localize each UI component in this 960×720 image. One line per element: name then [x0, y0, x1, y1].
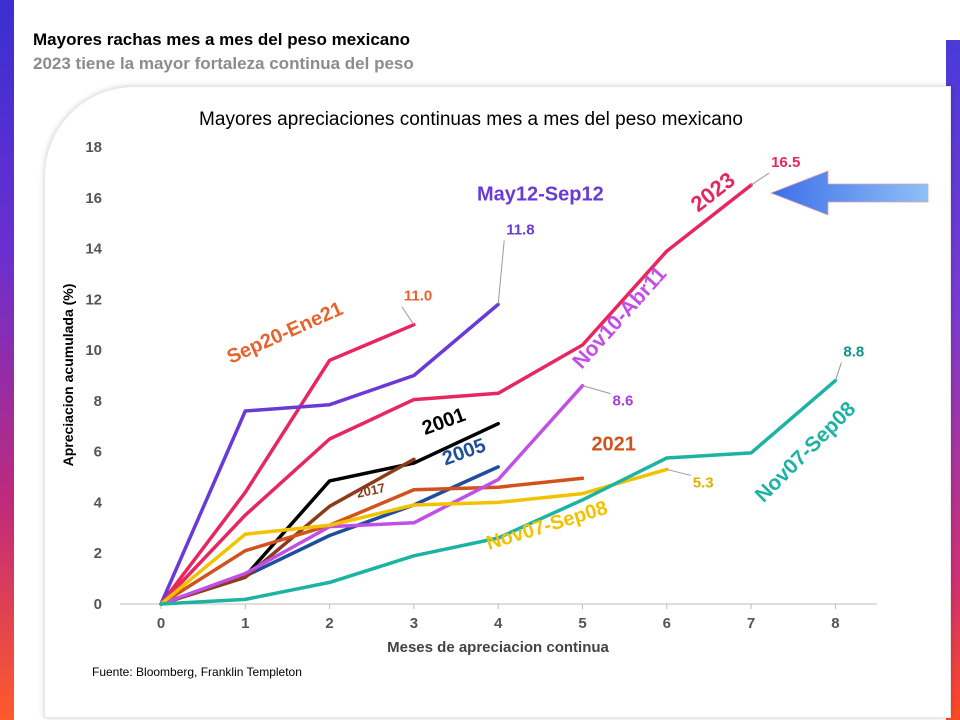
series-end-value-label: 11.0 — [404, 288, 432, 305]
chart-title: Mayores apreciaciones continuas mes a me… — [199, 109, 743, 130]
x-tick-label: 0 — [157, 615, 165, 632]
y-tick-label: 0 — [94, 596, 102, 613]
x-tick-label: 6 — [663, 615, 671, 632]
series-line-nov07-sep08 — [159, 378, 838, 606]
series-line-may12-sep12 — [159, 302, 500, 606]
source-note: Fuente: Bloomberg, Franklin Templeton — [92, 665, 302, 679]
series-line-nov07-sep08 — [159, 467, 669, 606]
y-tick-label: 16 — [85, 190, 102, 207]
value-label-leader — [582, 385, 611, 395]
series-annotation-label: Nov10-Abr11 — [568, 262, 671, 373]
y-tick-label: 14 — [85, 241, 102, 258]
series-line-sep20-ene21 — [159, 322, 416, 606]
series-line-2023 — [159, 183, 753, 606]
y-tick-label: 10 — [85, 342, 102, 359]
series-annotation-label: 2005 — [439, 434, 488, 470]
x-tick-label: 3 — [410, 615, 418, 632]
series-annotation-label: Nov07-Sep08 — [484, 497, 611, 555]
x-tick-label: 7 — [747, 615, 755, 632]
y-tick-label: 8 — [94, 393, 102, 410]
left-gradient-edge — [0, 0, 14, 720]
series-annotation-label: 2001 — [419, 404, 468, 440]
x-tick-label: 5 — [578, 615, 586, 632]
series-annotation-label: Nov07-Sep08 — [751, 397, 861, 507]
series-line-nov10-abr11 — [159, 383, 585, 606]
series-end-value-label: 11.8 — [506, 221, 534, 238]
x-tick-label: 4 — [494, 615, 503, 632]
x-tick-label: 8 — [831, 615, 839, 632]
y-tick-label: 2 — [94, 545, 102, 562]
page-title: Mayores rachas mes a mes del peso mexica… — [33, 30, 411, 49]
page-subtitle: 2023 tiene la mayor fortaleza continua d… — [33, 54, 414, 73]
x-tick-label: 2 — [325, 615, 333, 632]
series-end-value-label: 16.5 — [771, 154, 800, 171]
series-annotation-label: May12-Sep12 — [477, 183, 604, 205]
series-annotation-label: 2021 — [591, 433, 636, 455]
series-line-2021 — [159, 476, 585, 606]
series-end-value-label: 8.6 — [613, 393, 634, 410]
y-axis-label: Apreciacion acumulada (%) — [60, 284, 76, 467]
x-tick-label: 1 — [241, 615, 249, 632]
value-label-leader — [497, 240, 505, 305]
value-label-leader — [666, 468, 691, 476]
series-end-value-label: 8.8 — [843, 344, 864, 361]
series-line-2017 — [159, 457, 416, 606]
value-label-leader — [834, 362, 842, 381]
series-annotation-label: 2023 — [686, 167, 740, 217]
value-label-leader — [750, 172, 770, 186]
highlight-arrow — [769, 170, 929, 216]
series-annotation-label: Sep20-Ene21 — [224, 298, 347, 369]
series-annotation-label: 2017 — [355, 480, 386, 501]
y-tick-label: 12 — [85, 291, 102, 308]
y-tick-label: 18 — [85, 139, 102, 156]
series-end-value-label: 5.3 — [693, 474, 714, 491]
y-tick-label: 6 — [94, 444, 102, 461]
value-label-leader — [401, 306, 415, 325]
y-tick-label: 4 — [94, 494, 103, 511]
x-axis-label: Meses de apreciacion continua — [387, 639, 609, 656]
